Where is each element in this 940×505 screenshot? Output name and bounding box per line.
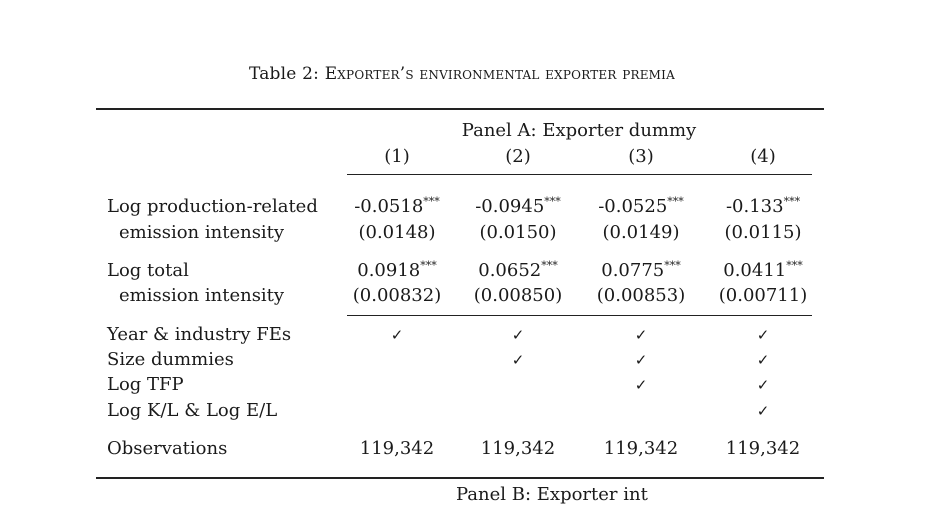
se-production-col4: (0.0115) [724,222,802,243]
se-total-col3: (0.00853) [596,285,686,306]
checkmark-icon: ✓ [756,351,770,369]
caption-title: Exporter’s environmental exporter premia [324,64,675,84]
checkmark-icon: ✓ [634,376,648,394]
coef-production-col4: -0.133*** [725,195,801,217]
control-label-year-industry: Year & industry FEs [107,324,292,345]
checkmark-icon: ✓ [511,326,525,344]
coef-production-col3: -0.0525*** [598,195,684,217]
header-rule [347,174,812,175]
checkmark-icon: ✓ [511,351,525,369]
control-label-log-tfp: Log TFP [107,374,184,395]
se-production-col2: (0.0150) [479,222,557,243]
checkmark-icon: ✓ [390,326,404,344]
control-label-kl-el: Log K/L & Log E/L [107,400,278,421]
row-label-production-line2: emission intensity [119,222,285,243]
se-production-col1: (0.0148) [358,222,436,243]
checkmark-icon: ✓ [756,326,770,344]
caption-prefix: Table 2: [249,64,325,84]
se-production-col3: (0.0149) [602,222,680,243]
observations-col1: 119,342 [359,438,435,459]
coef-total-col3: 0.0775*** [601,259,681,281]
control-label-size-dummies: Size dummies [107,349,234,370]
column-header-3: (3) [628,146,654,167]
coef-total-col2: 0.0652*** [478,259,558,281]
se-total-col4: (0.00711) [718,285,808,306]
coef-total-col1: 0.0918*** [357,259,437,281]
checkmark-icon: ✓ [756,376,770,394]
coef-production-col2: -0.0945*** [475,195,561,217]
controls-rule [347,315,812,316]
checkmark-icon: ✓ [634,326,648,344]
table-caption: Table 2: Exporter’s environmental export… [0,64,924,84]
row-label-total-line2: emission intensity [119,285,285,306]
row-label-total-line1: Log total [107,260,189,281]
checkmark-icon: ✓ [634,351,648,369]
panel-a-header: Panel A: Exporter dummy [461,120,697,141]
se-total-col1: (0.00832) [352,285,442,306]
column-header-4: (4) [750,146,776,167]
coef-total-col4: 0.0411*** [723,259,803,281]
top-rule [96,108,824,110]
row-label-production-line1: Log production-related [107,196,318,217]
column-header-2: (2) [505,146,531,167]
observations-col2: 119,342 [480,438,556,459]
se-total-col2: (0.00850) [473,285,563,306]
panel-b-header: Panel B: Exporter int [456,484,648,505]
bottom-rule [96,477,824,479]
checkmark-icon: ✓ [756,402,770,420]
column-header-1: (1) [384,146,410,167]
observations-col3: 119,342 [603,438,679,459]
coef-production-col1: -0.0518*** [354,195,440,217]
observations-col4: 119,342 [725,438,801,459]
observations-label: Observations [107,438,228,459]
